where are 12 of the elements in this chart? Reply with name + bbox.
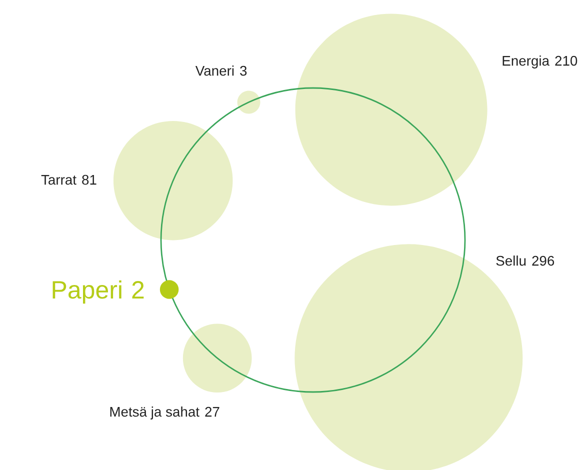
category-label: Energia — [502, 56, 550, 68]
category-label: Vaneri — [195, 66, 234, 76]
data-label: 296 — [532, 256, 554, 266]
category-label: Metsä ja sahat — [110, 406, 200, 420]
data-label: 2 — [132, 281, 144, 298]
data-label: 81 — [82, 174, 96, 185]
data-label: 210 — [555, 56, 578, 66]
category-label: Paperi — [52, 280, 122, 304]
data-label: 3 — [240, 66, 247, 76]
category-label: Tarrat — [41, 175, 76, 185]
data-label: 27 — [205, 406, 220, 417]
category-label: Sellu — [496, 256, 526, 266]
